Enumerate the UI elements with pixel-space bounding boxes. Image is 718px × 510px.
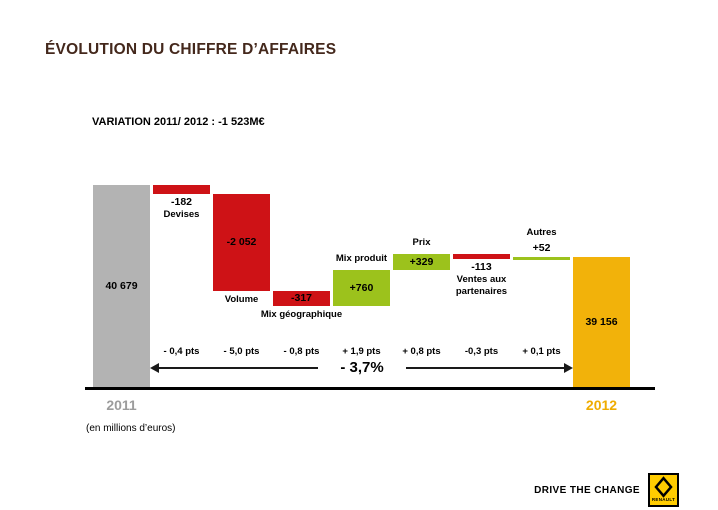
step-label-volume: Volume: [224, 293, 259, 305]
variation-subtitle: VARIATION 2011/ 2012 : -1 523M€: [92, 116, 265, 128]
step-label-mix-geographique: Mix géographique: [260, 308, 343, 320]
bar-value: -2 052: [226, 236, 257, 249]
drive-the-change-tagline: DRIVE THE CHANGE: [534, 484, 640, 496]
footer: DRIVE THE CHANGE RENAULT: [534, 473, 679, 507]
bar-mix-geographique: -317: [273, 290, 330, 306]
year-label-2012: 2012: [585, 397, 618, 413]
pts-label-mix-geographique: - 0,8 pts: [283, 346, 320, 357]
pts-label-autres: + 0,1 pts: [522, 346, 561, 357]
renault-logo: RENAULT: [648, 473, 679, 507]
pts-label-ventes-aux-partenaires: -0,3 pts: [464, 346, 499, 357]
bar-devises: [153, 185, 210, 194]
x-axis-line: [85, 387, 655, 390]
bar-2012-value: 39 156: [585, 316, 618, 328]
step-label-mix-produit: Mix produit: [335, 252, 388, 264]
pts-label-mix-produit: + 1,9 pts: [342, 346, 381, 357]
step-label-devises: Devises: [163, 208, 200, 220]
step-label-prix: Prix: [412, 237, 431, 249]
bar-2011: 40 679: [93, 185, 150, 387]
step-label-ventes-aux-partenaires: Ventes aux partenaires: [455, 274, 508, 297]
bar-value: -113: [471, 261, 492, 274]
bar-autres: [513, 257, 570, 261]
bar-value: -317: [290, 292, 312, 305]
bar-2011-value: 40 679: [105, 280, 138, 292]
bar-value: -182: [170, 195, 192, 208]
bar-prix: +329: [393, 254, 450, 270]
pts-label-devises: - 0,4 pts: [163, 346, 200, 357]
year-label-2011: 2011: [106, 397, 137, 413]
pts-label-prix: + 0,8 pts: [402, 346, 441, 357]
bar-mix-produit: +760: [333, 269, 390, 306]
slide-title: ÉVOLUTION DU CHIFFRE D’AFFAIRES: [45, 41, 337, 58]
bar-2012: 39 156: [573, 257, 630, 387]
arrow-left-head-icon: [150, 363, 159, 373]
step-label-autres: Autres: [526, 227, 557, 239]
bar-ventes-aux-partenaires: [453, 254, 510, 260]
total-change-percent: - 3,7%: [318, 359, 406, 376]
renault-diamond-icon: [654, 476, 673, 498]
pts-label-volume: - 5,0 pts: [223, 346, 260, 357]
arrow-right-head-icon: [564, 363, 573, 373]
bar-value: +329: [409, 255, 434, 268]
bar-value: +760: [349, 281, 374, 294]
bar-value: +52: [532, 242, 551, 255]
units-note: (en millions d’euros): [86, 423, 176, 434]
bar-volume: -2 052: [213, 193, 270, 291]
renault-logo-text: RENAULT: [651, 497, 676, 502]
